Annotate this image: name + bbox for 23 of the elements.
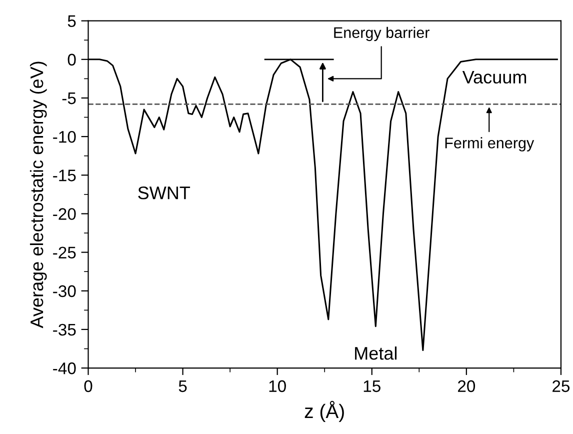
- x-tick-label: 5: [178, 380, 187, 392]
- ref-line-label: Fermi energy: [445, 137, 534, 152]
- y-tick-label: -35: [53, 324, 76, 336]
- y-tick-label: 0: [68, 54, 76, 66]
- x-axis-title: z (Å): [304, 400, 344, 422]
- annotation: Vacuum: [462, 70, 526, 84]
- y-tick-label: -30: [53, 285, 76, 298]
- y-tick-label: -5: [62, 92, 76, 104]
- x-tick-label: 25: [552, 380, 570, 392]
- y-tick-label: 5: [68, 15, 76, 28]
- y-tick-label: -40: [53, 362, 76, 374]
- y-tick-label: -15: [53, 170, 76, 182]
- x-tick-label: 20: [458, 380, 476, 392]
- annotation: Energy barrier: [334, 26, 430, 42]
- y-axis-title: Average electrostatic energy (eV): [30, 62, 47, 328]
- x-tick-label: 15: [364, 380, 380, 392]
- y-tick-label: -25: [53, 246, 76, 258]
- annotation: SWNT: [138, 186, 190, 200]
- x-tick-label: 0: [84, 380, 92, 392]
- y-tick-label: -20: [53, 208, 76, 220]
- x-tick-label: 10: [269, 380, 286, 392]
- y-tick-label: -10: [53, 130, 76, 143]
- annotation: Metal: [355, 346, 397, 360]
